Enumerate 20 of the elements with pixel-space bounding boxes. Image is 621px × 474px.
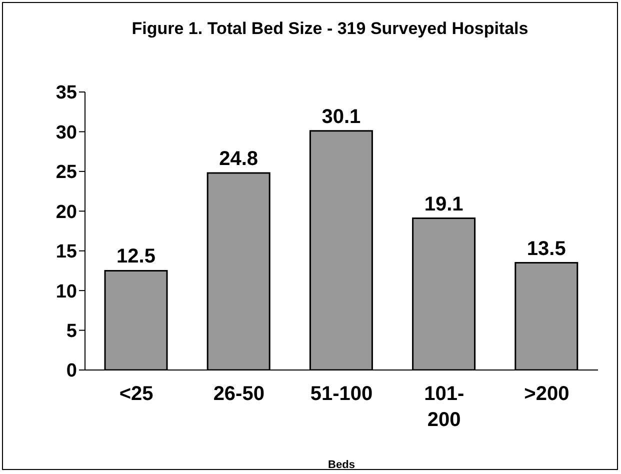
x-tick-label: 101-200 (424, 383, 464, 431)
x-tick-label: 51-100 (310, 383, 373, 405)
x-tick-label: >200 (524, 383, 570, 405)
x-axis-title: Beds (328, 459, 355, 471)
chart-title: Figure 1. Total Bed Size - 319 Surveyed Hospitals (130, 18, 530, 39)
y-tick-label: 35 (56, 82, 78, 104)
y-tick-label: 20 (56, 202, 77, 223)
data-label: 24.8 (219, 148, 258, 170)
x-tick-label: 26-50 (213, 383, 264, 405)
data-label: 13.5 (526, 238, 566, 260)
y-tick-label: 15 (56, 242, 78, 263)
data-label: 12.5 (116, 246, 156, 268)
data-label: 19.1 (424, 193, 464, 216)
y-tick-label: 25 (56, 162, 78, 184)
x-tick-label: <25 (119, 383, 154, 405)
data-label: 30.1 (322, 106, 361, 128)
y-tick-label: 0 (66, 360, 77, 382)
y-tick-label: 5 (66, 321, 78, 342)
y-tick-label: 30 (56, 122, 77, 144)
y-tick-label: 10 (56, 281, 77, 302)
